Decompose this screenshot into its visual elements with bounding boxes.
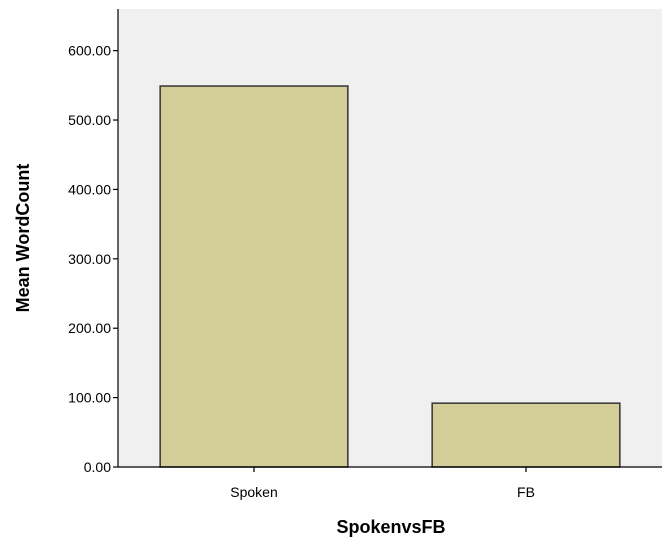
y-tick-label: 400.00 [68, 181, 111, 197]
bar-spoken [159, 85, 349, 468]
y-tick-label: 500.00 [68, 112, 111, 128]
bar-fb [431, 402, 621, 468]
x-axis-title: SpokenvsFB [336, 517, 445, 537]
x-ticks-group: Spoken FB [230, 467, 535, 500]
bars-group [159, 85, 621, 468]
y-tick-label: 0.00 [84, 459, 111, 475]
y-tick-label: 600.00 [68, 43, 111, 59]
y-ticks-group: 0.00 100.00 200.00 300.00 400.00 500.00 600.00 [68, 43, 118, 475]
y-tick-label: 100.00 [68, 390, 111, 406]
y-tick-label: 300.00 [68, 251, 111, 267]
x-tick-label: FB [517, 484, 535, 500]
x-tick-label: Spoken [230, 484, 277, 500]
y-axis-title: Mean WordCount [13, 164, 33, 313]
y-tick-label: 200.00 [68, 320, 111, 336]
